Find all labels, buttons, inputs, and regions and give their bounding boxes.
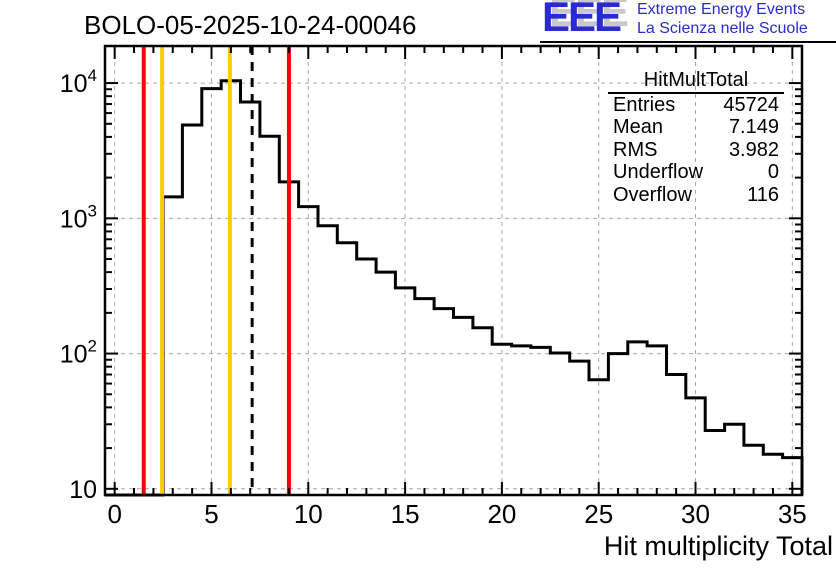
x-axis-tick-label: 15: [391, 499, 420, 529]
eee-logo-line1: Extreme Energy Events: [637, 1, 806, 18]
stats-row-overflow: Overflow 116: [608, 184, 784, 206]
stats-row-rms: RMS 3.982: [608, 139, 784, 161]
eee-logo-acronym: EEE: [542, 0, 622, 40]
stats-box: HitMultTotal Entries 45724 Mean 7.149 RM…: [608, 69, 784, 206]
stats-row-underflow: Underflow 0: [608, 161, 784, 183]
x-axis-tick-label: 30: [681, 499, 710, 529]
stats-row-entries: Entries 45724: [608, 94, 784, 116]
stats-label: Underflow: [613, 161, 704, 184]
x-axis-tick-label: 20: [487, 499, 516, 529]
eee-logo-line2: La Scienza nelle Scuole: [637, 20, 808, 37]
eee-logo: EEE Extreme Energy Events La Scienza nel…: [540, 0, 836, 44]
x-axis-tick-label: 5: [204, 499, 218, 529]
x-axis-title: Hit multiplicity Total: [604, 531, 833, 561]
x-axis-tick-label: 0: [107, 499, 121, 529]
y-axis-tick-label: 104: [60, 66, 97, 98]
stats-value: 45724: [723, 94, 779, 116]
grid-layer: [105, 46, 802, 495]
stats-label: Overflow: [613, 183, 692, 206]
histogram-step-line: [105, 79, 804, 497]
frame-and-ticks-layer: [103, 44, 804, 497]
page-title: BOLO-05-2025-10-24-00046: [84, 10, 417, 40]
y-axis-tick-label: 103: [60, 201, 97, 233]
stats-value: 0: [767, 161, 779, 184]
x-axis-tick-label: 35: [778, 499, 807, 529]
stats-label: Mean: [613, 116, 664, 139]
x-axis-tick-label: 25: [584, 499, 613, 529]
stats-value: 3.982: [728, 138, 779, 161]
stats-box-title: HitMultTotal: [608, 69, 784, 94]
y-axis-tick-label: 102: [60, 337, 97, 369]
stats-label: RMS: [613, 138, 658, 161]
stats-label: Entries: [613, 94, 676, 116]
plot-frame: [103, 44, 804, 497]
x-axis-tick-label: 10: [294, 499, 323, 529]
stats-row-mean: Mean 7.149: [608, 116, 784, 138]
histogram-layer: [105, 79, 804, 497]
y-axis-tick-label: 10: [69, 476, 97, 504]
stats-value: 116: [747, 183, 779, 206]
stats-value: 7.149: [728, 116, 779, 139]
eee-logo-underline: [540, 41, 836, 43]
marker-lines-layer: [141, 46, 291, 495]
